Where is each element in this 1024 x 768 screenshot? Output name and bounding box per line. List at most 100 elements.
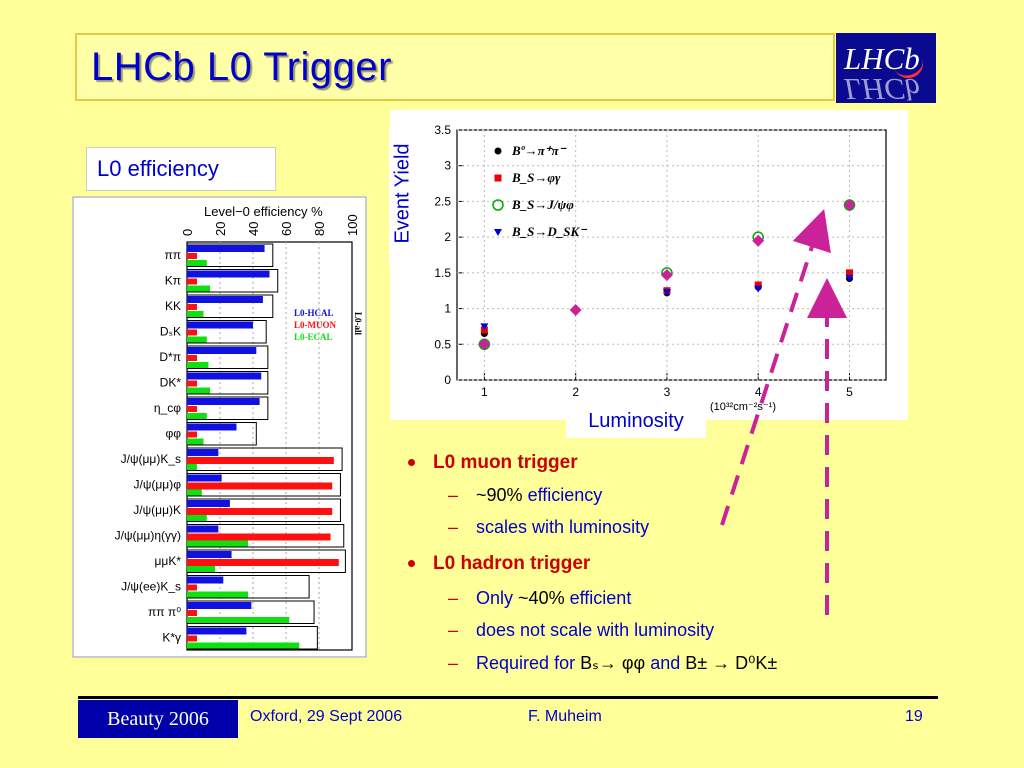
efficiency-histogram-panel: Level−0 efficiency % ππ Kπ KK DₛK D*π DK* η_cφ… — [72, 196, 367, 658]
legend-label: B_S→D_SK⁻ — [511, 224, 588, 239]
bullet-hadron: L0 hadron trigger — [408, 553, 590, 575]
bullet-muon-scaling: – scales with luminosity — [448, 517, 649, 538]
dash: – — [448, 485, 459, 505]
data-point — [480, 323, 489, 331]
bar-ecal — [187, 642, 300, 649]
histogram-legend-side: L0-all — [353, 312, 363, 336]
hadron-efficient-text: efficient — [569, 588, 632, 608]
footer-divider — [78, 696, 938, 699]
legend-marker — [494, 174, 502, 182]
title-box: LHCb L0 Trigger — [75, 33, 835, 101]
bullet-hadron-efficiency: – Only ~40% efficient — [448, 588, 631, 609]
event-yield-chart: 0 0.5 1 1.5 2 2.5 3 3.5 1 2 3 4 5 Bº→π⁺π⁻ B_S→φγ B_S→J… — [434, 123, 887, 413]
x-tick-label: 3 — [664, 385, 671, 399]
muon-efficiency-value: ~90% — [476, 485, 523, 505]
hadron-only-text: Only — [476, 588, 514, 608]
histogram-channel-label: J/ψ(ee)K_s — [121, 580, 181, 594]
bar-hcal — [187, 500, 230, 507]
legend-marker — [494, 147, 502, 155]
bar-ecal — [187, 438, 204, 445]
bullet-hadron-required: – Required for Bₛ→ φφ and B± → D⁰K± — [448, 653, 777, 674]
x-tick-label: 4 — [755, 385, 762, 399]
bar-hcal — [187, 245, 265, 252]
bar-muon — [187, 482, 333, 490]
histogram-channel-label: φφ — [165, 427, 181, 441]
histogram-tick-label: 80 — [312, 222, 327, 236]
footer-place-date: Oxford, 29 Sept 2006 — [250, 708, 403, 725]
bullet-hadron-scaling: – does not scale with luminosity — [448, 620, 714, 641]
legend-label: B_S→J/ψφ — [511, 197, 574, 212]
data-point — [754, 281, 762, 289]
arrow-muon-scaling — [720, 208, 831, 526]
y-tick-label: 3.5 — [434, 123, 451, 137]
histogram-legend-entry: L0-ECAL — [294, 332, 333, 342]
phys-channel-d0k: B± → D⁰K± — [685, 653, 778, 673]
histogram-tick-label: 20 — [213, 222, 228, 236]
hadron-scaling-text: does not scale with luminosity — [476, 620, 715, 640]
bar-hcal — [187, 372, 262, 380]
y-tick-label: 2 — [444, 230, 451, 244]
efficiency-label: L0 efficiency — [86, 147, 276, 191]
data-point — [752, 234, 765, 247]
bar-ecal — [187, 540, 249, 547]
y-tick-label: 0 — [444, 373, 451, 387]
histogram-channel-label: ππ — [164, 248, 181, 262]
bar-hcal — [187, 423, 237, 431]
legend-marker — [494, 229, 502, 236]
histogram-channel-label: η_cφ — [154, 401, 181, 415]
histogram-tick-label: 0 — [180, 229, 195, 236]
data-point — [843, 199, 856, 211]
dash: – — [448, 517, 459, 537]
data-point — [845, 274, 854, 282]
histogram-channel-label: K*γ — [162, 631, 181, 645]
lhcb-logo: LHCb LHCb — [836, 33, 936, 103]
data-point — [845, 269, 853, 277]
x-tick-label: 2 — [572, 385, 579, 399]
bar-ecal — [187, 387, 211, 394]
data-point — [569, 304, 582, 316]
muon-scaling-text: scales with luminosity — [476, 517, 650, 537]
bar-ecal — [187, 260, 207, 266]
bar-ecal — [187, 617, 290, 623]
bar-muon — [187, 457, 334, 464]
bar-hcal — [187, 627, 247, 635]
x-unit-label: (10³²cm⁻²s⁻¹) — [710, 401, 776, 413]
histogram-tick-label: 40 — [246, 222, 261, 236]
and-text: and — [650, 653, 681, 673]
y-tick-label: 1.5 — [434, 266, 451, 280]
bar-ecal — [187, 336, 207, 343]
legend-marker — [492, 199, 504, 211]
histogram-channel-label: J/ψ(μμ)K_s — [121, 452, 181, 466]
bar-ecal — [187, 285, 211, 292]
data-point — [660, 269, 673, 281]
bar-muon — [187, 431, 197, 438]
bar-hcal — [187, 449, 219, 456]
legend-label: B_S→φγ — [511, 170, 561, 185]
histogram-tick-label: 60 — [279, 222, 294, 236]
bar-muon — [187, 610, 197, 616]
event-yield-panel: 0 0.5 1 1.5 2 2.5 3 3.5 1 2 3 4 5 Bº→π⁺π⁻ B_S→φγ B_S→J… — [390, 110, 908, 420]
bullet-muon-title: L0 muon trigger — [433, 452, 578, 473]
bar-ecal — [187, 591, 249, 598]
bar-muon — [187, 329, 197, 336]
y-tick-label: 3 — [444, 159, 451, 173]
bar-muon — [187, 559, 339, 566]
bar-muon — [187, 253, 197, 259]
bar-ecal — [187, 489, 202, 496]
histogram-channel-label: J/ψ(μμ)η(γγ) — [115, 529, 181, 543]
bar-hcal — [187, 398, 260, 405]
bullet-muon: L0 muon trigger — [408, 452, 578, 474]
bar-ecal — [187, 515, 207, 521]
dash: – — [448, 620, 459, 640]
bar-ecal — [187, 362, 209, 368]
bar-hcal — [187, 270, 270, 278]
efficiency-histogram: Level−0 efficiency % ππ Kπ KK DₛK D*π DK* η_cφ… — [72, 196, 367, 658]
bar-hcal — [187, 347, 257, 354]
bar-hcal — [187, 296, 263, 303]
bullet-hadron-title: L0 hadron trigger — [433, 553, 591, 574]
hadron-efficiency-value: ~40% — [518, 588, 565, 608]
scatter-frame — [456, 129, 887, 381]
y-tick-label: 2.5 — [434, 194, 451, 208]
bar-hcal — [187, 321, 253, 329]
bar-hcal — [187, 551, 232, 558]
